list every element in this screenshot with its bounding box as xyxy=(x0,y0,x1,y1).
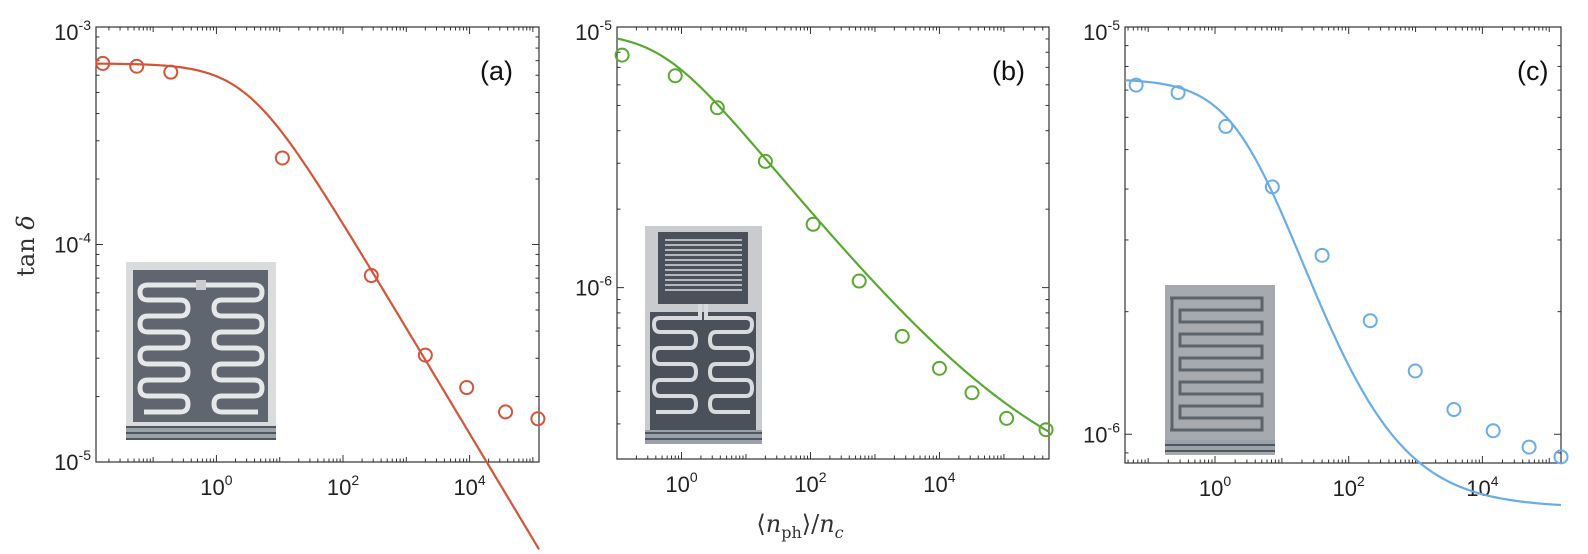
x-tick-labels-c: 100 102 104 xyxy=(1199,473,1499,501)
plot-frame-b xyxy=(616,26,1050,460)
data-point xyxy=(667,68,683,84)
data-point xyxy=(1314,247,1330,263)
y-tick-labels-b: 10-5 10-6 xyxy=(575,17,612,301)
data-point xyxy=(805,216,821,232)
y-axis-title: tan δ xyxy=(12,215,40,277)
x-tick-label: 104 xyxy=(453,472,485,500)
x-tick-label: 102 xyxy=(327,472,359,500)
data-points-b xyxy=(614,47,1054,438)
ticks-b xyxy=(616,26,1050,459)
x-tick-label: 102 xyxy=(794,469,826,497)
panel-label-a: (a) xyxy=(480,56,513,86)
x-tick-label: 100 xyxy=(1199,473,1231,501)
data-point xyxy=(709,100,725,116)
data-point xyxy=(851,273,867,289)
x-tick-labels-a: 100 102 104 xyxy=(200,472,486,500)
data-point xyxy=(931,360,947,376)
data-point xyxy=(1170,85,1186,101)
panel-c: 10-5 10-6 100 102 104 (c) xyxy=(1083,17,1569,507)
data-point xyxy=(1038,422,1054,438)
y-tick-label: 10-3 xyxy=(54,17,91,45)
data-point xyxy=(1553,449,1569,465)
data-point xyxy=(1218,118,1234,134)
x-axis-title: ⟨nph⟩/nc xyxy=(756,510,843,542)
plot-frame-c xyxy=(1124,26,1562,464)
data-point xyxy=(964,385,980,401)
x-tick-label: 100 xyxy=(665,469,697,497)
panel-label-c: (c) xyxy=(1517,56,1548,86)
x-tick-label: 104 xyxy=(1466,473,1498,501)
data-point xyxy=(129,58,145,74)
x-tick-label: 100 xyxy=(200,472,232,500)
y-tick-label: 10-6 xyxy=(575,273,612,301)
data-point xyxy=(1264,179,1280,195)
data-point xyxy=(1521,439,1537,455)
data-point xyxy=(1362,313,1378,329)
ticks-c xyxy=(1125,26,1561,463)
y-tick-labels-a: 10-3 10-4 10-5 xyxy=(54,17,91,475)
ticks-a xyxy=(96,26,539,463)
y-tick-label: 10-5 xyxy=(54,447,91,475)
fit-curve-b xyxy=(616,37,1050,433)
data-point xyxy=(894,328,910,344)
data-point xyxy=(274,150,290,166)
panel-label-b: (b) xyxy=(992,56,1025,86)
data-point xyxy=(498,404,514,420)
data-point xyxy=(363,268,379,284)
data-point xyxy=(757,153,773,169)
data-point xyxy=(1407,363,1423,379)
inset-image-b xyxy=(645,226,762,444)
data-point xyxy=(1446,402,1462,418)
x-tick-label: 104 xyxy=(923,469,955,497)
panel-a: 10-3 10-4 10-5 100 102 104 (a) tan δ xyxy=(12,17,546,550)
y-tick-label: 10-5 xyxy=(1083,17,1120,45)
y-tick-label: 10-4 xyxy=(54,230,91,258)
fit-curve-c xyxy=(1124,79,1562,507)
data-point xyxy=(417,347,433,363)
y-tick-label: 10-5 xyxy=(575,17,612,45)
data-point xyxy=(1128,77,1144,93)
data-point xyxy=(163,64,179,80)
y-tick-labels-c: 10-5 10-6 xyxy=(1083,17,1120,447)
inset-image-c xyxy=(1165,285,1275,455)
data-point xyxy=(459,380,475,396)
data-points-a xyxy=(95,55,546,427)
data-point xyxy=(999,410,1015,426)
inset-image-a xyxy=(126,262,276,440)
panel-b: 10-5 10-6 100 102 104 (b) ⟨nph⟩/nc xyxy=(575,17,1054,542)
x-tick-labels-b: 100 102 104 xyxy=(665,469,955,497)
data-point xyxy=(1485,423,1501,439)
data-point xyxy=(614,47,630,63)
y-tick-label: 10-6 xyxy=(1083,419,1120,447)
data-point xyxy=(530,411,546,427)
data-point xyxy=(95,55,111,71)
x-tick-label: 102 xyxy=(1333,473,1365,501)
capacitor-fingers xyxy=(665,239,742,291)
data-points-c xyxy=(1128,77,1569,465)
